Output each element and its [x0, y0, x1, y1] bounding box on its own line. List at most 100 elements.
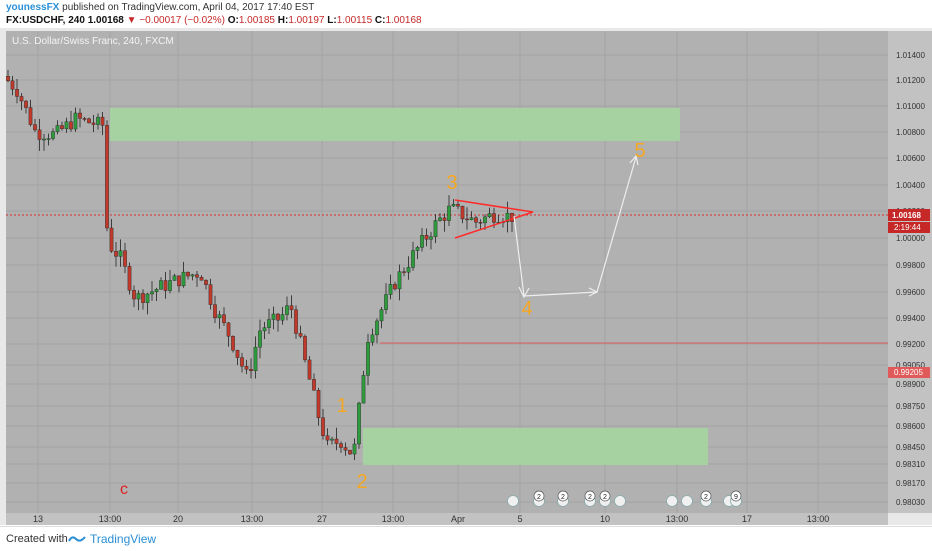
candle[interactable] [271, 306, 276, 330]
candle[interactable] [82, 116, 87, 122]
candle[interactable] [33, 118, 37, 132]
candle[interactable] [339, 441, 343, 453]
candle[interactable] [451, 199, 456, 208]
candle[interactable] [213, 295, 217, 324]
candle[interactable] [352, 438, 357, 461]
candle[interactable] [186, 271, 190, 280]
price-axis[interactable] [888, 31, 932, 513]
candle[interactable] [303, 334, 307, 363]
candle[interactable] [393, 281, 397, 291]
candle[interactable] [276, 313, 280, 332]
candle[interactable] [474, 215, 478, 229]
candle[interactable] [145, 292, 150, 315]
candle[interactable] [132, 285, 136, 308]
candle[interactable] [366, 333, 370, 386]
candle[interactable] [420, 227, 424, 252]
candle[interactable] [118, 239, 123, 267]
candle[interactable] [37, 118, 42, 151]
candle[interactable] [343, 442, 348, 456]
candle[interactable] [15, 79, 19, 104]
candle[interactable] [447, 195, 451, 227]
candle[interactable] [105, 120, 109, 232]
candle[interactable] [10, 75, 15, 96]
candle[interactable] [249, 358, 253, 379]
candle[interactable] [127, 262, 132, 295]
projection-path[interactable] [513, 156, 637, 297]
candle[interactable] [73, 107, 78, 132]
demand-zone[interactable] [363, 428, 708, 465]
supply-zone[interactable] [110, 108, 680, 141]
candle[interactable] [429, 231, 433, 250]
candle[interactable] [402, 267, 406, 277]
candle[interactable] [181, 261, 186, 288]
candle[interactable] [172, 273, 177, 281]
candle[interactable] [253, 336, 258, 379]
candle[interactable] [465, 207, 469, 230]
candle[interactable] [46, 133, 51, 146]
candle[interactable] [78, 108, 82, 128]
candle[interactable] [64, 117, 69, 133]
candle[interactable] [199, 275, 204, 281]
candle[interactable] [6, 69, 10, 83]
candle[interactable] [141, 289, 145, 310]
candle[interactable] [87, 117, 91, 124]
candle[interactable] [321, 408, 325, 440]
candle[interactable] [456, 200, 460, 210]
candle[interactable] [375, 318, 379, 344]
candle[interactable] [114, 241, 118, 267]
candle[interactable] [370, 328, 375, 346]
time-axis[interactable] [6, 513, 888, 525]
candle[interactable] [226, 321, 231, 347]
candle[interactable] [424, 228, 429, 247]
candle[interactable] [204, 279, 208, 290]
candle[interactable] [55, 120, 60, 135]
candle[interactable] [289, 295, 294, 319]
candle[interactable] [316, 387, 321, 426]
author-link[interactable]: younessFX [6, 2, 60, 13]
candle[interactable] [60, 121, 64, 131]
candle[interactable] [208, 278, 213, 310]
candle[interactable] [285, 296, 289, 321]
event-flag-icon[interactable] [614, 495, 626, 507]
event-flag-icon[interactable] [666, 495, 678, 507]
candle[interactable] [406, 256, 411, 280]
candle[interactable] [294, 305, 298, 339]
candle[interactable] [96, 113, 100, 130]
candle[interactable] [231, 335, 235, 353]
candle[interactable] [267, 308, 271, 335]
candle[interactable] [262, 321, 267, 340]
candle[interactable] [42, 133, 46, 151]
price-chart[interactable]: 1.01400 1.01200 1.01000 1.00800 1.00600 1.004… [0, 28, 932, 525]
candle[interactable] [190, 273, 195, 281]
candle[interactable] [505, 201, 510, 233]
candle[interactable] [168, 269, 172, 294]
candle[interactable] [487, 207, 492, 218]
candle[interactable] [438, 213, 442, 222]
candle[interactable] [361, 370, 366, 404]
candle[interactable] [235, 349, 240, 366]
candle[interactable] [150, 281, 154, 301]
candle[interactable] [379, 306, 384, 329]
candle[interactable] [222, 307, 226, 326]
candle[interactable] [69, 110, 73, 132]
candle[interactable] [177, 275, 181, 293]
candle[interactable] [109, 218, 114, 253]
candle[interactable] [312, 373, 316, 391]
candle[interactable] [433, 214, 438, 244]
candle[interactable] [100, 111, 105, 136]
candle[interactable] [136, 290, 141, 311]
candle[interactable] [357, 401, 361, 449]
candle[interactable] [244, 359, 249, 375]
candle[interactable] [258, 319, 262, 359]
candle[interactable] [123, 242, 127, 274]
candle[interactable] [240, 352, 244, 373]
event-flag-icon[interactable] [681, 495, 693, 507]
candle[interactable] [159, 277, 163, 290]
candle[interactable] [24, 100, 28, 114]
candle[interactable] [460, 205, 465, 224]
candle[interactable] [51, 128, 55, 141]
candle[interactable] [163, 271, 168, 299]
candle[interactable] [330, 436, 334, 445]
candle[interactable] [217, 310, 222, 329]
candle[interactable] [415, 245, 420, 260]
